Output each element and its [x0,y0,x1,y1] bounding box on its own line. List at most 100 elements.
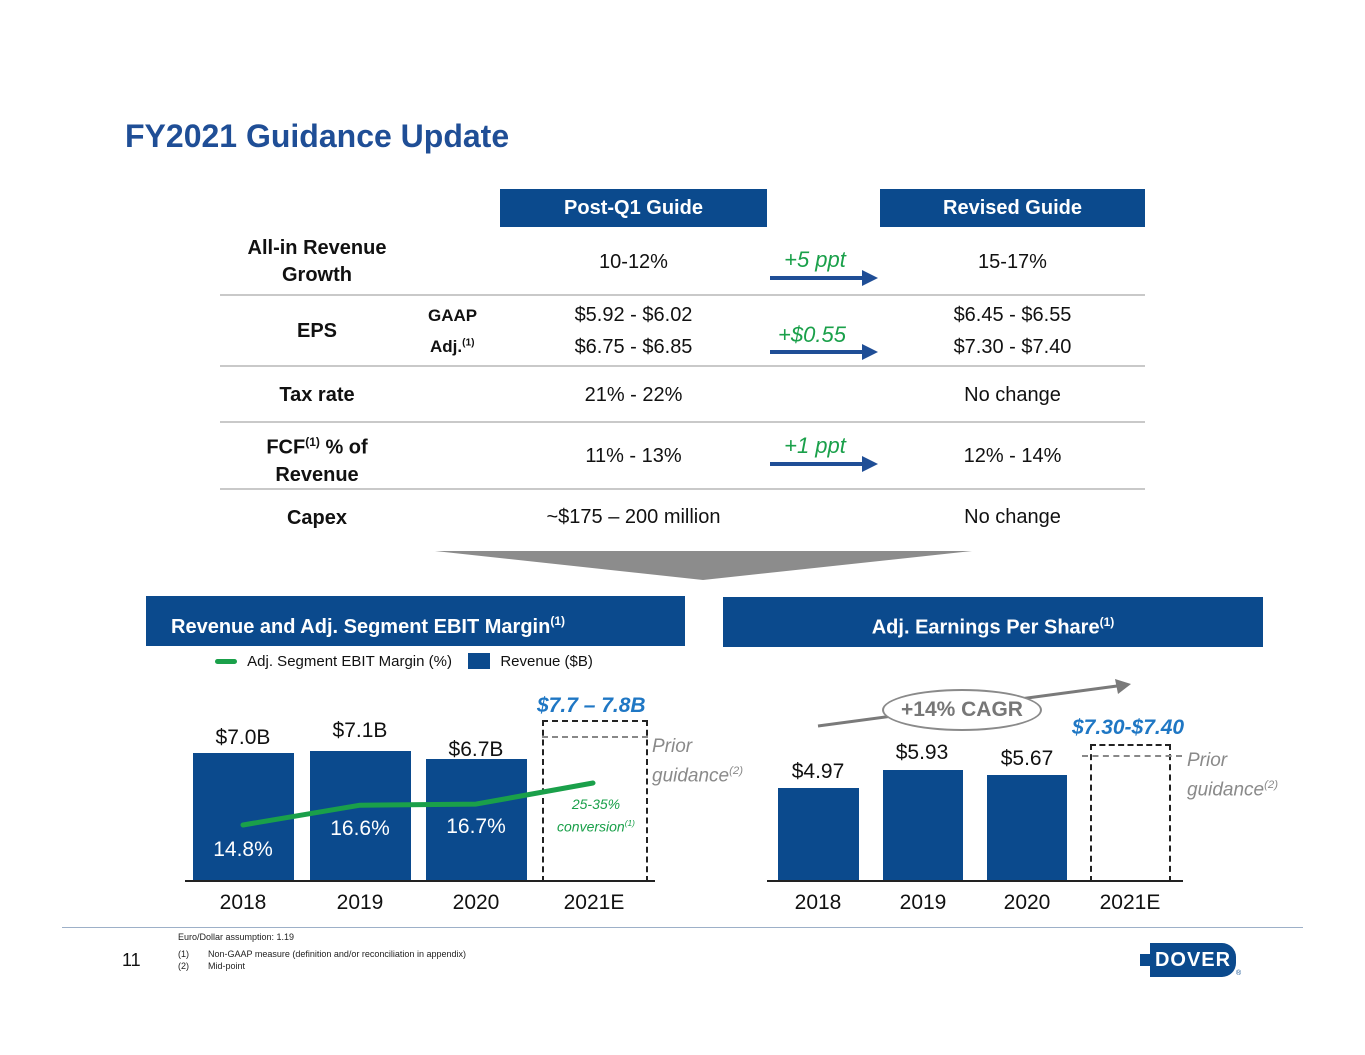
guidance-box-2021e [542,720,648,882]
row-divider [220,421,1145,423]
row-divider [220,488,1145,490]
legend-line-icon [215,658,237,664]
year-label: 2020 [452,891,500,914]
row-label-line: All-in Revenue [247,237,387,259]
fcf-label-text: FCF [266,436,306,459]
year-label: 2018 [794,891,842,914]
revenue-revised: 15-17% [978,251,1047,273]
footnote-text: Non-GAAP measure (definition and/or reco… [208,949,466,959]
eps-adj-text: Adj. [430,337,463,356]
revenue-bar-2020 [426,758,527,880]
registered-mark-icon: ® [1236,970,1242,977]
year-label: 2018 [219,891,267,914]
eps-label-2019: $5.93 [895,741,949,764]
prior-text: Prior [1187,750,1228,771]
page-title: FY2021 Guidance Update [125,118,510,154]
eps-panel-header: Adj. Earnings Per Share(1) [723,597,1263,647]
conversion-text: 25-35% [571,796,621,812]
revenue-delta: +5 ppt [784,247,846,272]
eps-bar-2018 [778,788,859,880]
arrow-right-icon [770,270,878,286]
revenue-bar-2019 [310,751,411,880]
revenue-label-2020: $6.7B [448,738,504,761]
eps-post-adj: $6.75 - $6.85 [574,336,693,358]
footnote-number: (1) [178,949,189,959]
footnote-ref: (1) [462,337,475,349]
revenue-guidance-label: $7.7 – 7.8B [537,694,646,717]
revenue-label-2019: $7.1B [332,719,388,742]
row-label-line: Revenue [275,463,359,486]
capex-revised: No change [964,506,1061,528]
year-label: 2019 [899,891,947,914]
legend-margin-label: Adj. Segment EBIT Margin (%) [247,652,452,670]
col-header-post-q1: Post-Q1 Guide [500,189,767,227]
fcf-label-text: % of [319,436,368,459]
fcf-post: 11% - 13% [585,445,682,467]
year-label: 2021E [563,891,625,914]
eps-prior-guidance: Prior guidance(2) [1187,749,1278,802]
legend-revenue-label: Revenue ($B) [500,652,593,670]
eps-bar-2020 [987,775,1067,880]
tax-revised: No change [964,384,1061,406]
footnote-ref: (1) [550,614,565,628]
row-label-revenue: All-in Revenue Growth [222,235,412,289]
col-header-revised: Revised Guide [880,189,1145,227]
page-number: 11 [122,950,141,970]
conversion-text: conversion [557,818,625,835]
margin-label-2020: 16.7% [446,815,506,838]
x-axis [185,880,655,882]
row-label-line: FCF(1) % of [222,429,412,462]
x-axis [767,880,1183,882]
row-label-fcf: FCF(1) % of Revenue [222,429,412,489]
revenue-prior-guidance: Prior guidance(2) [652,735,743,788]
eps-guidance-label: $7.30-$7.40 [1072,716,1185,739]
fcf-revised: 12% - 14% [963,445,1062,467]
footnote-ref: (2) [1264,779,1279,791]
row-divider [220,365,1145,367]
prior-text: guidance [1187,779,1265,801]
revenue-post: 10-12% [599,251,668,273]
eps-panel-title: Adj. Earnings Per Share [871,616,1100,639]
prior-text: Prior [652,736,693,757]
eps-label-2020: $5.67 [1000,747,1054,770]
eps-label-2018: $4.97 [791,760,845,783]
row-label-eps: EPS [296,320,338,342]
footnote-1: (1) Non-GAAP measure (definition and/or r… [178,949,466,959]
row-divider [220,294,1145,296]
footnote-2: (2) Mid-point [178,961,245,971]
capex-post: ~$175 – 200 million [546,506,721,528]
revenue-label-2018: $7.0B [215,726,271,749]
eps-adj-label: Adj.(1) [430,337,475,357]
row-label-capex: Capex [286,507,348,529]
footnote-text: Mid-point [208,961,246,971]
footnote-fx: Euro/Dollar assumption: 1.19 [178,932,295,942]
eps-post-gaap: $5.92 - $6.02 [574,304,693,326]
eps-delta: +$0.55 [778,322,846,347]
eps-bar-2019 [883,770,963,880]
footnote-ref: (1) [305,435,320,449]
revenue-panel-header: Revenue and Adj. Segment EBIT Margin(1) [146,596,685,646]
legend-swatch-icon [468,653,491,670]
prior-guidance-line [542,736,648,738]
margin-line [240,780,596,828]
prior-text: guidance [652,765,730,787]
arrow-right-icon [770,344,878,360]
year-label: 2020 [1003,891,1051,914]
row-label-line: Growth [282,264,352,286]
conversion-note: 25-35% conversion(1) [548,795,644,837]
year-label: 2019 [336,891,384,914]
row-label-tax: Tax rate [279,384,355,406]
eps-revised-adj: $7.30 - $7.40 [953,336,1072,358]
eps-revised-gaap: $6.45 - $6.55 [953,304,1072,326]
arrow-right-icon [770,456,878,472]
revenue-bar-2018 [193,753,294,880]
eps-gaap-label: GAAP [428,306,478,325]
guidance-box-2021e [1090,744,1171,882]
footnote-ref: (1) [1099,615,1115,629]
year-label: 2021E [1099,891,1161,914]
tax-post: 21% - 22% [584,384,683,406]
footnote-ref: (2) [729,765,744,777]
prior-guidance-line [1082,755,1182,757]
cagr-badge: +14% CAGR [882,689,1042,731]
funnel-arrow-icon [435,551,972,580]
